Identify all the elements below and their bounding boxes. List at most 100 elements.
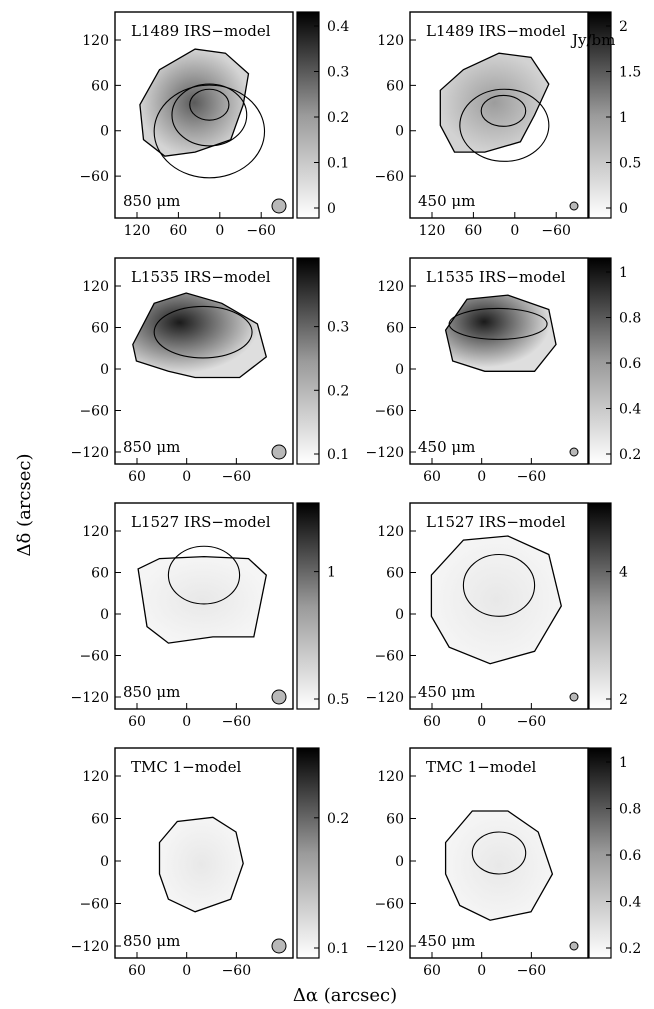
panel-title: L1489 IRS−model — [426, 22, 566, 40]
wavelength-label: 850 μm — [123, 192, 180, 210]
y-tick-label: 120 — [82, 33, 109, 49]
wavelength-label: 850 μm — [123, 438, 180, 456]
x-tick-label: 60 — [169, 223, 187, 239]
x-tick-label: 0 — [182, 714, 191, 730]
x-tick-label: 60 — [423, 963, 441, 979]
x-tick-label: −60 — [222, 714, 252, 730]
panel-title: L1535 IRS−model — [131, 268, 271, 286]
panel-l1527-850: L1527 IRS−model 850 μm 120 60 0 −60 −120 60 0 −60… — [71, 502, 349, 730]
x-tick-label: 0 — [215, 223, 224, 239]
y-tick-label: 0 — [100, 362, 109, 378]
colorbar — [588, 747, 612, 959]
y-tick-label: 60 — [91, 812, 109, 828]
colorbar-tick-label: 0.3 — [327, 65, 349, 81]
contour-line — [167, 545, 241, 605]
wavelength-label: 450 μm — [418, 192, 475, 210]
y-tick-label: 120 — [82, 279, 109, 295]
colorbar-tick-label: 0.8 — [619, 802, 641, 818]
y-axis-label: Δδ (arcsec) — [14, 454, 35, 557]
panel-tmc1-450: TMC 1−model 450 μm 120 60 0 −60 −120 60 0 −60 0.2 0… — [366, 747, 641, 979]
y-tick-label: 60 — [91, 321, 109, 337]
x-tick-label: −60 — [517, 714, 547, 730]
colorbar — [296, 747, 320, 959]
y-tick-label: −60 — [79, 649, 109, 665]
y-tick-label: −120 — [71, 690, 109, 706]
colorbar-tick-label: 0 — [327, 201, 336, 217]
beam-circle — [569, 201, 579, 211]
y-tick-label: 120 — [377, 279, 404, 295]
y-tick-label: 120 — [377, 769, 404, 785]
beam-circle — [271, 689, 287, 705]
x-tick-label: 60 — [464, 223, 482, 239]
y-tick-label: −60 — [79, 404, 109, 420]
x-tick-label: 0 — [510, 223, 519, 239]
x-tick-label: −60 — [222, 963, 252, 979]
x-tick-label: −60 — [222, 469, 252, 485]
colorbar-tick-label: 2 — [619, 692, 628, 708]
colorbar-tick-label: 2 — [619, 19, 628, 35]
y-tick-label: 0 — [395, 607, 404, 623]
y-tick-label: 60 — [91, 78, 109, 94]
contour-line — [153, 84, 266, 179]
y-tick-label: 120 — [82, 524, 109, 540]
y-tick-label: 60 — [386, 78, 404, 94]
colorbar-tick-label: 0.6 — [619, 848, 641, 864]
panel-title: L1489 IRS−model — [131, 22, 271, 40]
beam-circle — [271, 938, 287, 954]
y-tick-label: 60 — [91, 566, 109, 582]
panel-tmc1-850: TMC 1−model 850 μm 120 60 0 −60 −120 60 0 −60 0.1 0… — [71, 747, 349, 979]
emission-region — [444, 810, 554, 921]
y-tick-label: −120 — [71, 939, 109, 955]
colorbar-tick-label: 0.4 — [619, 402, 641, 418]
x-tick-label: 0 — [182, 963, 191, 979]
x-tick-label: 0 — [477, 469, 486, 485]
contour-line — [480, 94, 527, 127]
map-frame — [409, 11, 589, 219]
map-frame — [114, 502, 294, 710]
y-tick-label: 0 — [100, 854, 109, 870]
panel-l1535-850: L1535 IRS−model 850 μm 120 60 0 −60 −120 60 0 −60… — [71, 257, 349, 485]
y-tick-label: −120 — [71, 445, 109, 461]
y-tick-label: 0 — [100, 124, 109, 140]
colorbar-tick-label: 1.5 — [619, 65, 641, 81]
map-frame — [409, 502, 589, 710]
y-tick-label: 60 — [386, 321, 404, 337]
colorbar-tick-label: 1 — [619, 110, 628, 126]
beam-circle — [569, 941, 579, 951]
contour-line — [171, 83, 248, 147]
x-tick-label: −60 — [517, 469, 547, 485]
beam-circle — [271, 198, 287, 214]
colorbar — [588, 502, 612, 710]
y-tick-label: −120 — [366, 690, 404, 706]
y-tick-label: 120 — [82, 769, 109, 785]
colorbar-tick-label: 0.2 — [327, 383, 349, 399]
colorbar-tick-label: 0.8 — [619, 311, 641, 327]
colorbar — [588, 11, 612, 219]
beam-circle — [271, 444, 287, 460]
colorbar-tick-label: 0.5 — [619, 156, 641, 172]
panel-title: L1535 IRS−model — [426, 268, 566, 286]
y-tick-label: −120 — [366, 939, 404, 955]
colorbar-tick-label: 1 — [619, 755, 628, 771]
colorbar-tick-label: 4 — [619, 565, 628, 581]
y-tick-label: −60 — [374, 404, 404, 420]
colorbar-tick-label: 1 — [327, 565, 336, 581]
panel-title: L1527 IRS−model — [426, 513, 566, 531]
emission-region — [139, 48, 250, 157]
contour-line — [471, 831, 527, 875]
y-tick-label: −60 — [374, 897, 404, 913]
colorbar-tick-label: 0 — [619, 201, 628, 217]
colorbar-tick-label: 1 — [619, 265, 628, 281]
y-tick-label: −120 — [366, 445, 404, 461]
x-tick-label: −60 — [517, 963, 547, 979]
y-tick-label: 120 — [377, 33, 404, 49]
colorbar — [296, 11, 320, 219]
colorbar-tick-label: 0.2 — [327, 110, 349, 126]
beam-circle — [569, 692, 579, 702]
panel-title: L1527 IRS−model — [131, 513, 271, 531]
colorbar-tick-label: 0.1 — [327, 447, 349, 463]
map-frame — [114, 11, 294, 219]
x-tick-label: 60 — [128, 469, 146, 485]
